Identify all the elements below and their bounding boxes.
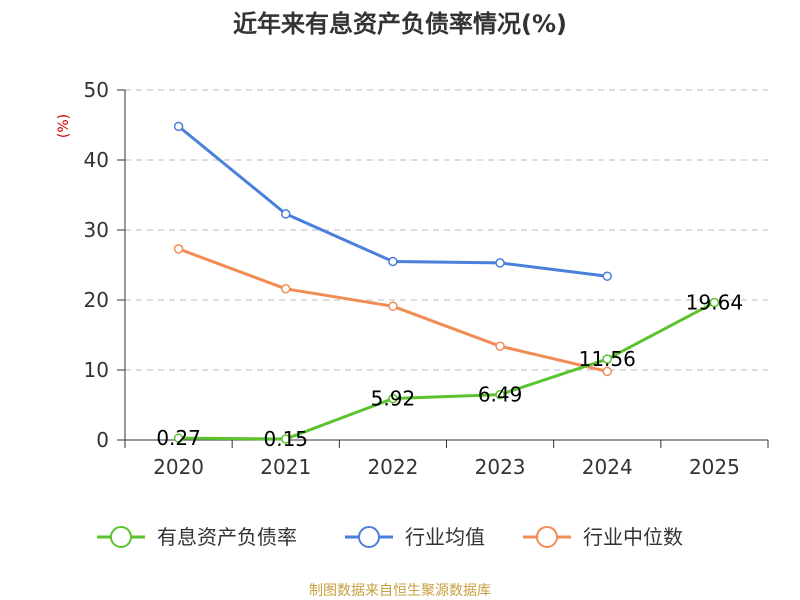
- y-tick-label: 30: [84, 218, 109, 242]
- data-point: [281, 284, 291, 294]
- data-point: [602, 271, 612, 281]
- data-point: [173, 433, 184, 443]
- series-line-0: [178, 301, 716, 441]
- y-axis-label: (%): [56, 114, 72, 138]
- data-point: [173, 244, 184, 254]
- x-tick-label: 2023: [475, 455, 526, 479]
- x-tick-label: 2025: [689, 455, 740, 479]
- legend-marker-icon: [358, 526, 380, 548]
- series-lines: [173, 121, 720, 444]
- axes: 0 10 20 30 40 50 2020 2021 2022 2023 2024 2025: [84, 78, 769, 479]
- data-point: [388, 256, 398, 267]
- chart-title: 近年来有息资产负债率情况(%): [233, 10, 567, 38]
- x-tick-label: 2022: [367, 455, 418, 479]
- y-tick-label: 10: [84, 358, 109, 382]
- x-tick-label: 2021: [260, 455, 311, 479]
- data-point: [709, 297, 720, 308]
- y-tick-label: 0: [96, 428, 109, 452]
- legend-label: 行业均值: [405, 525, 485, 549]
- legend-label: 行业中位数: [583, 525, 683, 549]
- x-tick-label: 2020: [153, 455, 204, 479]
- data-label: 5.92: [371, 387, 416, 411]
- grid-lines: [125, 89, 768, 371]
- data-point: [281, 209, 291, 219]
- x-tick-label: 2024: [582, 455, 633, 479]
- data-labels: 0.27 0.15 5.92 6.49 11.56 19.64: [156, 291, 743, 451]
- legend-item-2[interactable]: 行业中位数: [523, 525, 683, 549]
- y-tick-label: 20: [84, 288, 109, 312]
- data-point: [495, 341, 505, 351]
- data-point: [602, 366, 612, 377]
- data-label: 19.64: [686, 291, 743, 315]
- data-point: [388, 301, 398, 312]
- data-point: [388, 393, 398, 404]
- series-line-1: [177, 125, 608, 278]
- data-point: [281, 434, 291, 444]
- data-label: 0.15: [263, 427, 308, 451]
- data-point: [495, 258, 505, 268]
- legend: 有息资产负债率 行业均值 行业中位数: [97, 525, 683, 549]
- data-label: 11.56: [579, 347, 636, 371]
- data-point: [602, 354, 612, 364]
- legend-marker-icon: [536, 526, 558, 548]
- data-point: [495, 389, 505, 400]
- source-note: 制图数据来自恒生聚源数据库: [309, 583, 491, 599]
- data-point: [173, 121, 184, 132]
- y-tick-label: 50: [84, 78, 109, 102]
- y-tick-label: 40: [84, 148, 109, 172]
- legend-label: 有息资产负债率: [157, 525, 297, 549]
- data-label: 6.49: [478, 383, 523, 407]
- data-label: 0.27: [156, 426, 201, 450]
- legend-item-0[interactable]: 有息资产负债率: [97, 525, 297, 549]
- legend-item-1[interactable]: 行业均值: [345, 525, 485, 549]
- legend-marker-icon: [110, 526, 132, 548]
